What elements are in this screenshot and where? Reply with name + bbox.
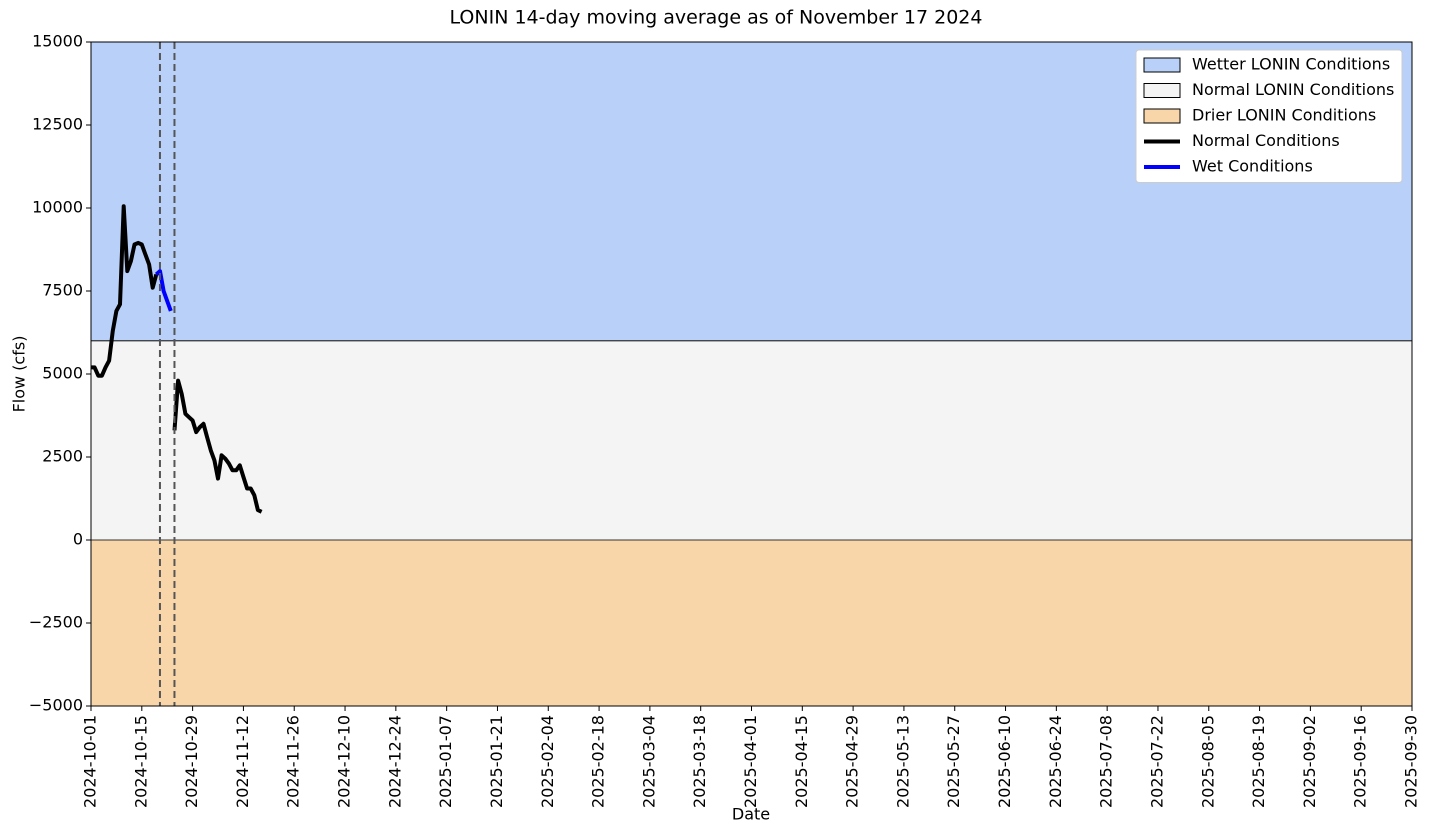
x-tick-label: 2024-11-26: [284, 715, 303, 808]
legend-box: [1135, 49, 1403, 183]
y-tick-label: 7500: [42, 281, 83, 300]
y-tick-label: −2500: [29, 613, 83, 632]
x-tick-label: 2025-02-18: [589, 715, 608, 808]
legend-label: Normal Conditions: [1192, 131, 1340, 150]
x-tick-label: 2025-05-13: [893, 715, 912, 808]
x-tick-label: 2024-10-01: [81, 715, 100, 808]
x-tick-label: 2025-08-05: [1198, 715, 1217, 808]
legend-swatch: [1143, 83, 1181, 98]
x-tick-label: 2025-01-07: [436, 715, 455, 808]
legend-label: Wetter LONIN Conditions: [1192, 55, 1390, 74]
x-tick-label: 2024-10-15: [131, 715, 150, 808]
x-tick-label: 2025-09-30: [1402, 715, 1421, 808]
legend-label: Drier LONIN Conditions: [1192, 106, 1376, 125]
y-tick-label: 0: [73, 530, 83, 549]
x-tick-label: 2025-09-02: [1300, 715, 1319, 808]
legend-label: Normal LONIN Conditions: [1192, 80, 1394, 99]
legend-swatch: [1143, 57, 1181, 73]
x-tick-label: 2025-06-10: [995, 715, 1014, 808]
x-tick-label: 2025-01-21: [487, 715, 506, 808]
y-tick-label: 10000: [32, 198, 83, 217]
x-tick-label: 2025-05-27: [944, 715, 963, 808]
series-line: [91, 204, 263, 514]
legend-swatch: [1143, 108, 1181, 124]
x-tick-label: 2025-07-22: [1147, 715, 1166, 808]
x-tick-label: 2025-06-24: [1046, 715, 1065, 808]
y-tick-label: −5000: [29, 696, 83, 715]
x-tick-label: 2025-08-19: [1249, 715, 1268, 808]
legend-label: Wet Conditions: [1192, 157, 1313, 176]
x-tick-label: 2025-02-04: [538, 715, 557, 808]
x-tick-label: 2025-07-08: [1097, 715, 1116, 808]
x-tick-label: 2025-09-16: [1351, 715, 1370, 808]
band: [91, 340, 1412, 540]
series-line: [154, 269, 173, 312]
x-tick-label: 2024-12-10: [335, 715, 354, 808]
x-tick-label: 2025-03-04: [639, 715, 658, 808]
x-tick-label: 2025-04-01: [741, 715, 760, 808]
band: [91, 540, 1412, 706]
x-tick-label: 2025-04-15: [792, 715, 811, 808]
x-axis-label: Date: [732, 805, 770, 824]
y-axis-label: Flow (cfs): [10, 336, 29, 413]
y-tick-label: 2500: [42, 447, 83, 466]
x-tick-label: 2024-11-12: [233, 715, 252, 808]
y-tick-label: 5000: [42, 364, 83, 383]
y-tick-label: 15000: [32, 32, 83, 51]
x-tick-label: 2024-12-24: [385, 715, 404, 808]
chart-title: LONIN 14-day moving average as of Novemb…: [450, 7, 983, 29]
y-tick-label: 12500: [32, 115, 83, 134]
x-tick-label: 2024-10-29: [182, 715, 201, 808]
x-tick-label: 2025-04-29: [843, 715, 862, 808]
x-tick-label: 2025-03-18: [690, 715, 709, 808]
